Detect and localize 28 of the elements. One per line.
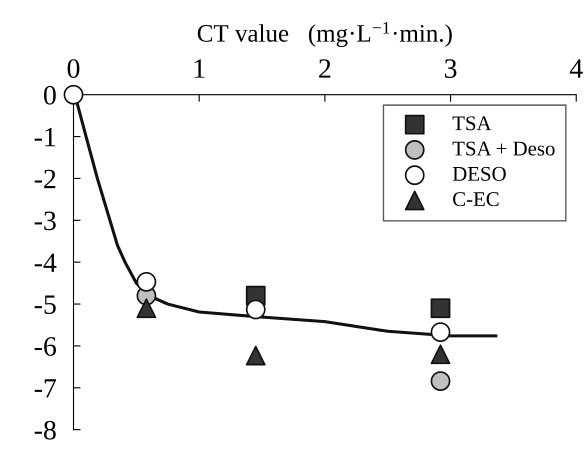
y-tick-label: -2 — [34, 170, 56, 188]
legend-label: TSA — [452, 116, 492, 130]
legend-label: TSA + Deso — [452, 142, 555, 156]
point — [430, 298, 450, 318]
x-tick-label: 2 — [319, 59, 330, 78]
x-tick-label: 3 — [444, 59, 456, 78]
x-tick-label: 1 — [194, 59, 204, 78]
y-tick-label: -7 — [34, 379, 56, 398]
point — [136, 298, 156, 318]
y-tick-label: -3 — [34, 212, 56, 230]
point — [430, 371, 450, 391]
point — [136, 272, 156, 292]
point — [246, 346, 266, 366]
y-tick-label: -4 — [34, 254, 56, 272]
y-tick-label: -1 — [34, 128, 56, 146]
point — [246, 300, 266, 320]
y-tick-label: -6 — [34, 337, 56, 356]
point — [430, 344, 450, 364]
legend-label: DESO — [452, 166, 506, 181]
y-tick-label: -5 — [34, 296, 56, 314]
y-tick-label: 0 — [44, 86, 56, 105]
x-tick-label: 0 — [68, 59, 80, 78]
point — [430, 322, 450, 342]
y-tick-label: -8 — [34, 420, 56, 440]
x-axis-title: CT value (mg·L$^{−1}$·min.) — [198, 22, 452, 47]
legend-label: C-EC — [453, 192, 499, 206]
x-tick-label: 4 — [570, 59, 583, 78]
point — [64, 84, 84, 105]
